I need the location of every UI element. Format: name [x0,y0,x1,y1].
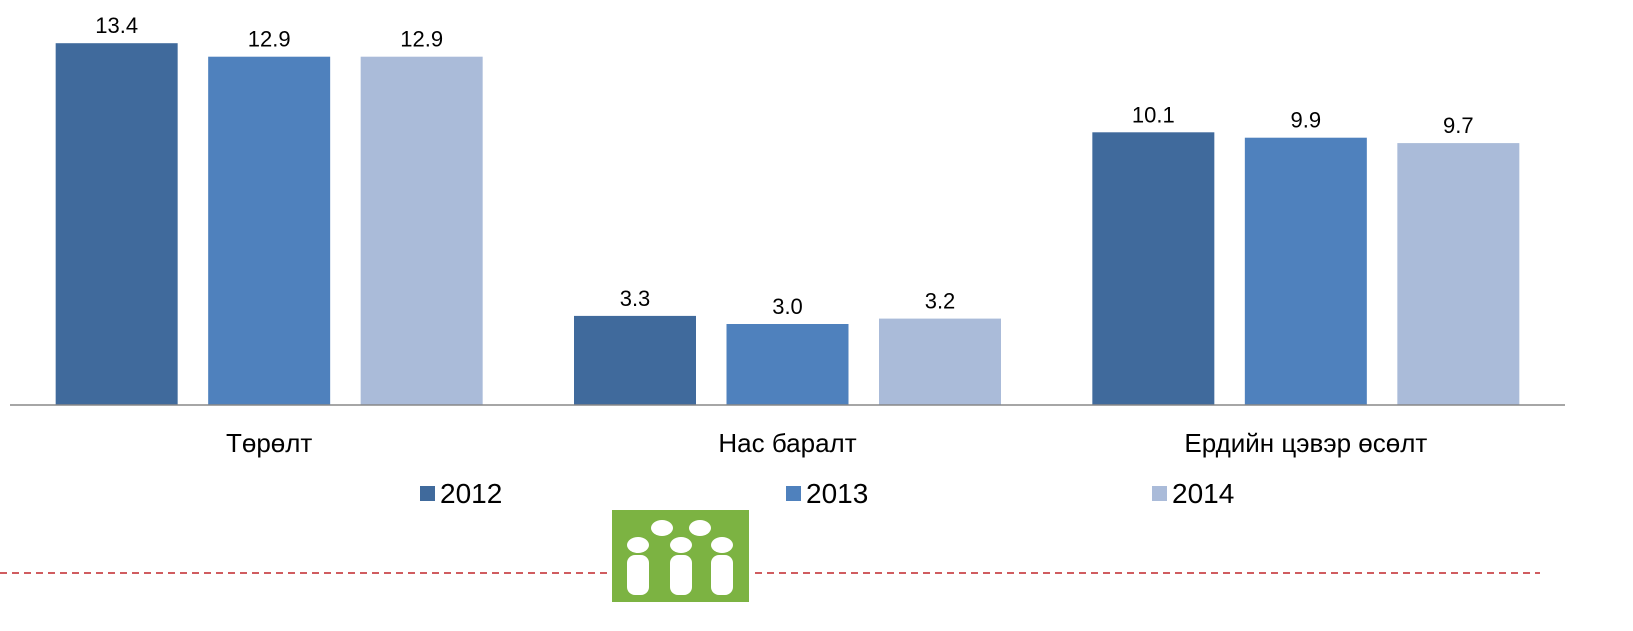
legend-swatch [786,486,801,501]
bar [726,324,849,405]
bar [208,56,331,405]
legend-label: 2013 [806,478,868,509]
bar [55,43,178,405]
logo [0,510,1540,602]
bar [879,318,1001,405]
x-tick-label: Нас баралт [718,428,856,458]
value-label: 10.1 [1132,102,1175,127]
value-label: 9.7 [1443,113,1474,138]
value-label: 3.3 [620,286,651,311]
value-label: 3.0 [772,294,803,319]
legend-swatch [1152,486,1167,501]
value-label: 13.4 [95,13,138,38]
people-icon [627,520,733,595]
legend-swatch [420,486,435,501]
bar [574,315,696,405]
bar [1244,137,1367,405]
value-label: 3.2 [925,289,956,314]
value-label: 12.9 [248,27,291,52]
x-tick-label: Төрөлт [226,428,312,458]
bar [1092,132,1215,406]
legend-label: 2012 [440,478,502,509]
bar [1397,143,1520,405]
value-label: 9.9 [1291,108,1322,133]
value-label: 12.9 [400,27,443,52]
legend-label: 2014 [1172,478,1234,509]
bar [360,56,483,405]
x-tick-label: Ердийн цэвэр өсөлт [1184,428,1427,458]
